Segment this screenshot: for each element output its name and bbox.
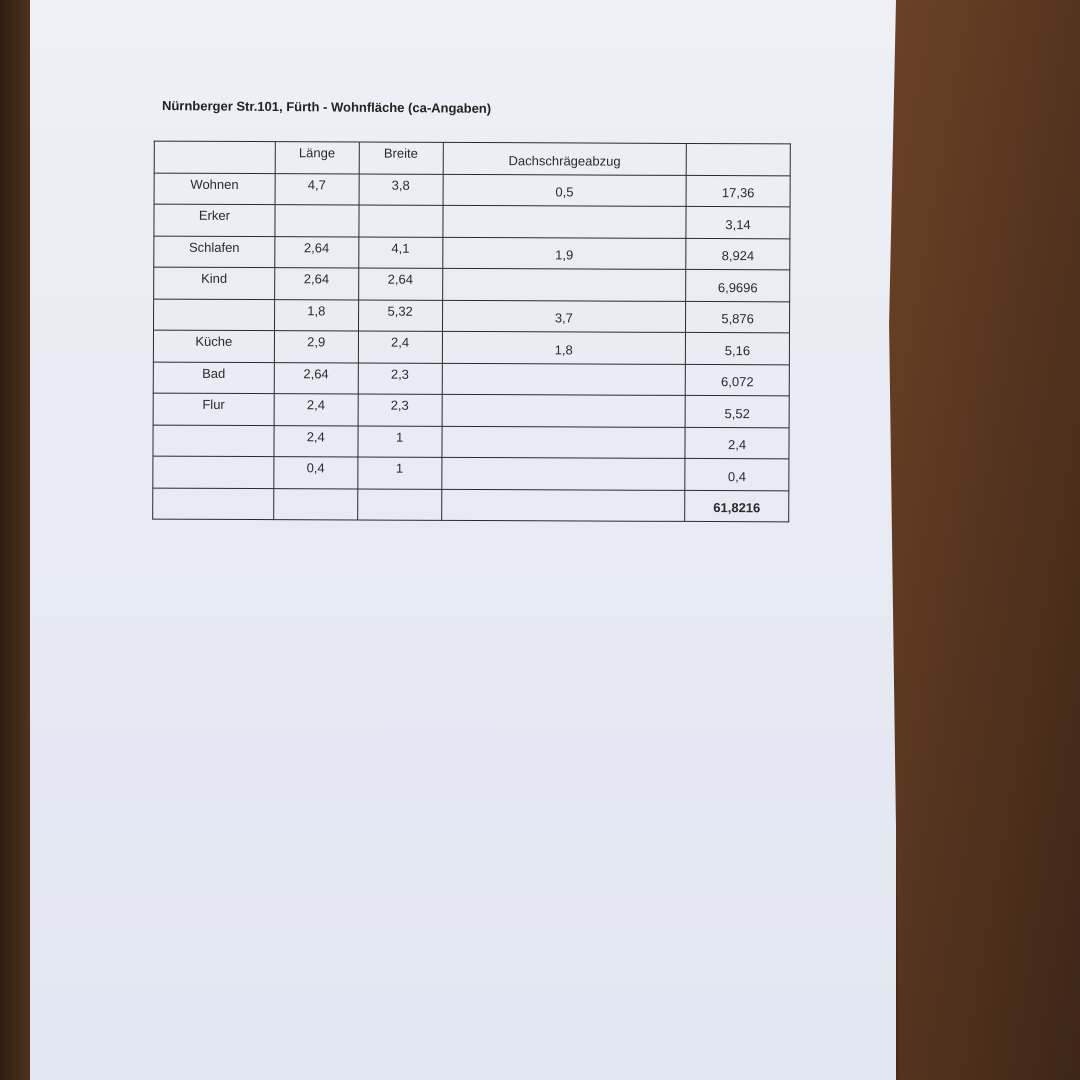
table-row: Flur 2,4 2,3 5,52 [153, 393, 790, 428]
breite-cell: 2,3 [357, 394, 442, 426]
room-name-cell: Kind [153, 267, 275, 300]
flaeche-cell: 6,9696 [685, 269, 790, 302]
breite-cell [357, 488, 442, 521]
flaeche-cell: 61,8216 [684, 489, 789, 522]
flaeche-cell: 5,52 [685, 395, 790, 428]
header-cell [686, 143, 791, 176]
breite-cell: 1 [357, 457, 442, 489]
table-row: 0,4 1 0,4 [152, 456, 789, 491]
breite-cell [358, 205, 443, 237]
table-row: Erker 3,14 [153, 204, 791, 239]
document-title: Nürnberger Str.101, Fürth - Wohnfläche (… [161, 98, 492, 116]
header-cell [154, 141, 276, 174]
table-row: Küche 2,9 2,4 1,8 5,16 [153, 330, 790, 365]
laenge-cell: 2,4 [273, 393, 358, 426]
dachschraegeabzug-cell: 1,8 [441, 331, 686, 364]
flaeche-cell: 2,4 [685, 426, 790, 459]
table-row: Wohnen 4,7 3,8 0,5 17,36 [154, 172, 791, 207]
table-row: 2,4 1 2,4 [152, 424, 790, 459]
laenge-cell: 2,9 [274, 330, 359, 363]
flaeche-cell: 8,924 [685, 237, 790, 270]
table-row: Bad 2,64 2,3 6,072 [153, 361, 790, 396]
laenge-cell: 2,64 [274, 236, 359, 269]
table-header-row: Länge Breite Dachschrägeabzug [154, 141, 791, 176]
room-name-cell [152, 424, 274, 457]
room-name-cell: Schlafen [153, 235, 275, 268]
laenge-cell [274, 204, 359, 237]
table-row: Kind 2,64 2,64 6,9696 [153, 267, 790, 302]
breite-cell: 1 [357, 425, 442, 458]
room-name-cell: Flur [153, 393, 275, 426]
room-name-cell: Wohnen [154, 172, 275, 205]
dachschraegeabzug-cell [442, 205, 687, 238]
dachschraegeabzug-cell [441, 362, 686, 396]
laenge-cell [273, 488, 358, 521]
flaeche-cell: 5,16 [685, 332, 790, 365]
flaeche-cell: 5,876 [685, 300, 790, 333]
header-dachschraege: Dachschrägeabzug [442, 142, 687, 175]
room-name-cell [153, 298, 275, 331]
flaeche-cell: 6,072 [685, 363, 790, 396]
laenge-cell: 4,7 [274, 173, 359, 206]
breite-cell: 5,32 [358, 299, 443, 332]
flaeche-cell: 3,14 [686, 206, 791, 239]
total-row: 61,8216 [152, 487, 789, 522]
paper-sheet [30, 0, 896, 1080]
flaeche-cell: 17,36 [686, 174, 791, 207]
dachschraegeabzug-cell [441, 425, 686, 459]
dachschraegeabzug-cell [441, 457, 686, 490]
room-name-cell [152, 456, 274, 489]
room-name-cell: Küche [153, 330, 275, 363]
dachschraegeabzug-cell [441, 488, 685, 522]
area-table: Länge Breite Dachschrägeabzug Wohnen 4,7 3… [152, 141, 791, 523]
room-name-cell: Erker [153, 204, 275, 237]
flaeche-cell: 0,4 [684, 458, 789, 491]
table-row: Schlafen 2,64 4,1 1,9 8,924 [153, 235, 790, 270]
dachschraegeabzug-cell [441, 394, 686, 427]
breite-cell: 3,8 [358, 173, 443, 206]
laenge-cell: 2,64 [274, 267, 359, 300]
dachschraegeabzug-cell [442, 268, 686, 301]
laenge-cell: 2,64 [274, 362, 359, 395]
laenge-cell: 1,8 [274, 299, 359, 332]
header-breite: Breite [358, 142, 443, 174]
breite-cell: 2,64 [358, 268, 443, 300]
table-row: 1,8 5,32 3,7 5,876 [153, 298, 790, 333]
room-name-cell: Bad [153, 361, 275, 394]
header-laenge: Länge [274, 141, 359, 174]
breite-cell: 2,3 [357, 362, 442, 395]
breite-cell: 4,1 [358, 236, 443, 269]
breite-cell: 2,4 [358, 331, 443, 363]
dachschraegeabzug-cell: 1,9 [442, 236, 687, 270]
laenge-cell: 0,4 [273, 456, 358, 489]
room-name-cell [152, 487, 274, 520]
dachschraegeabzug-cell: 3,7 [442, 299, 686, 333]
laenge-cell: 2,4 [273, 425, 358, 458]
dachschraegeabzug-cell: 0,5 [442, 173, 687, 207]
